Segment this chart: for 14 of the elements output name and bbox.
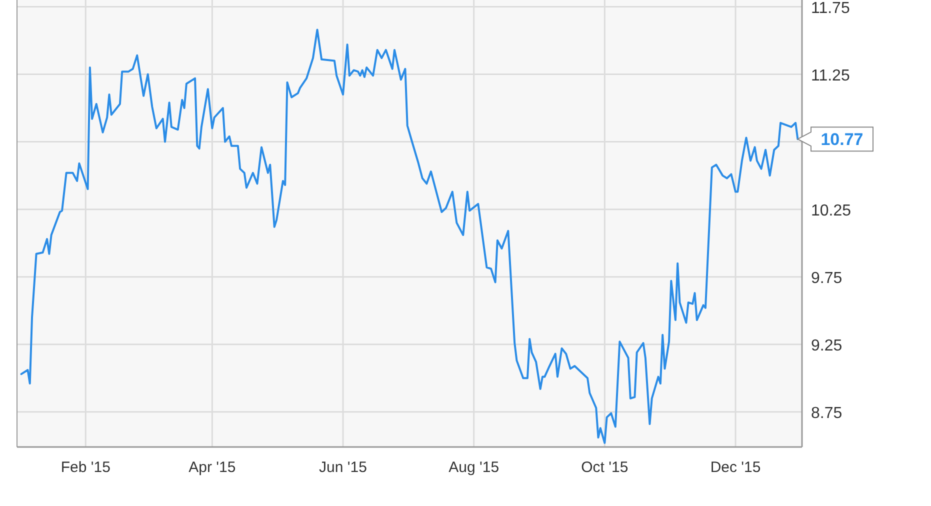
x-tick-label: Aug '15 — [448, 459, 500, 476]
y-tick-label: 8.75 — [811, 404, 842, 422]
y-tick-label: 9.75 — [811, 270, 842, 287]
x-tick-label: Jun '15 — [319, 459, 367, 476]
x-tick-label: Feb '15 — [60, 459, 110, 476]
x-tick-label: Dec '15 — [710, 459, 761, 476]
x-tick-label: Oct '15 — [581, 459, 628, 476]
y-tick-label: 11.25 — [811, 67, 850, 84]
line-series — [20, 28, 799, 444]
annotation: 10.77 — [820, 130, 864, 150]
x-tick-label: Apr '15 — [188, 459, 236, 476]
y-tick-label: 9.25 — [811, 337, 842, 354]
y-tick-label: 10.25 — [811, 202, 852, 220]
y-tick-label: 11.75 — [811, 0, 850, 17]
